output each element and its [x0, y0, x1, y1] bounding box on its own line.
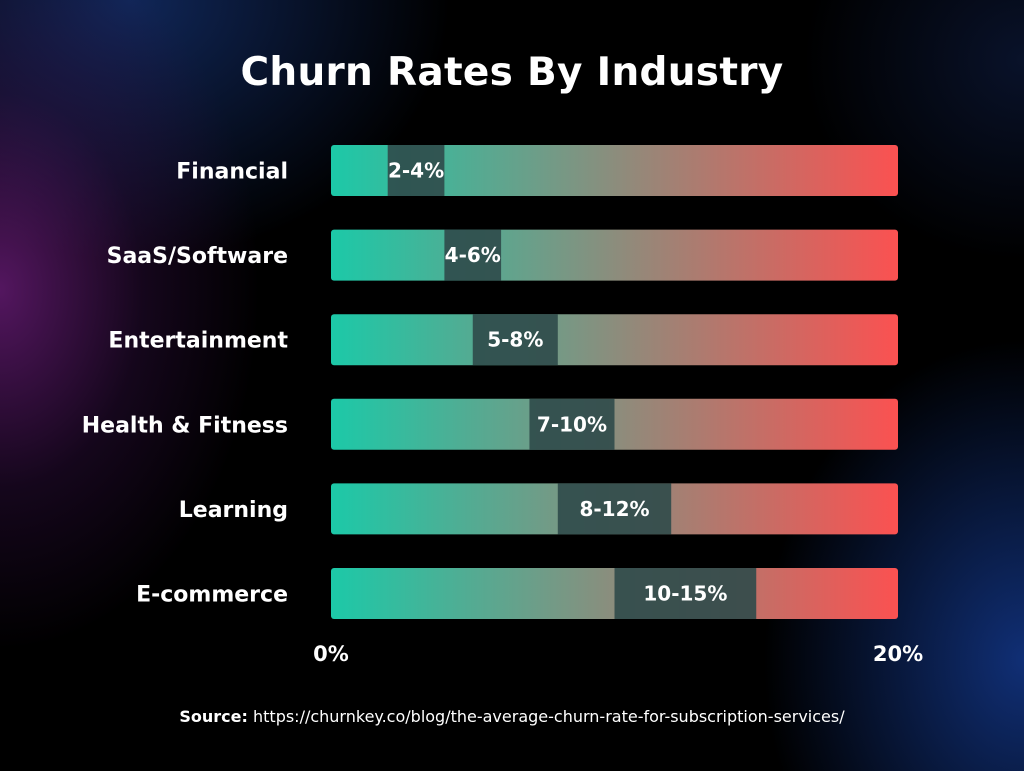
- range-bar-health-fitness: [529, 398, 615, 450]
- range-label-saas-software: 4-6%: [445, 243, 501, 267]
- source-line: Source: https://churnkey.co/blog/the-ave…: [0, 707, 1024, 726]
- category-label-entertainment: Entertainment: [108, 329, 288, 354]
- chart-title: Churn Rates By Industry: [240, 50, 784, 95]
- range-bar-entertainment: [472, 314, 558, 366]
- range-bar-saas-software: [444, 229, 502, 281]
- x-tick-label-20: 20%: [873, 642, 923, 666]
- category-label-health-fitness: Health & Fitness: [82, 413, 288, 438]
- bar-row-health-fitness: 7-10% Health & Fitness: [82, 398, 898, 450]
- category-label-e-commerce: E-commerce: [136, 583, 288, 608]
- range-label-financial: 2-4%: [388, 159, 444, 183]
- bar-row-financial: 2-4% Financial: [176, 145, 898, 196]
- source-url: https://churnkey.co/blog/the-average-chu…: [253, 707, 845, 726]
- range-bar-financial: [387, 145, 445, 196]
- bar-row-saas-software: 4-6% SaaS/Software: [107, 229, 898, 281]
- source-label: Source:: [179, 707, 248, 726]
- bar-row-e-commerce: 10-15% E-commerce: [136, 568, 898, 619]
- bars-layer: 2-4% Financial 4-6% SaaS/Software 5-8% Entert…: [82, 145, 898, 619]
- bar-track-financial: [331, 145, 898, 196]
- bar-row-learning: 8-12% Learning: [179, 483, 898, 535]
- bar-track-saas-software: [331, 229, 898, 281]
- x-tick-label-0: 0%: [313, 642, 349, 666]
- range-bar-e-commerce: [614, 568, 757, 619]
- bar-track-entertainment: [331, 314, 898, 366]
- category-label-saas-software: SaaS/Software: [107, 244, 288, 269]
- range-label-e-commerce: 10-15%: [643, 582, 727, 606]
- range-bar-learning: [557, 483, 672, 535]
- x-axis: 0% 20%: [313, 642, 923, 666]
- category-label-learning: Learning: [179, 498, 288, 523]
- range-label-entertainment: 5-8%: [487, 328, 543, 352]
- range-label-learning: 8-12%: [579, 497, 649, 521]
- bar-row-entertainment: 5-8% Entertainment: [108, 314, 898, 366]
- category-label-financial: Financial: [176, 160, 288, 185]
- range-label-health-fitness: 7-10%: [537, 412, 607, 436]
